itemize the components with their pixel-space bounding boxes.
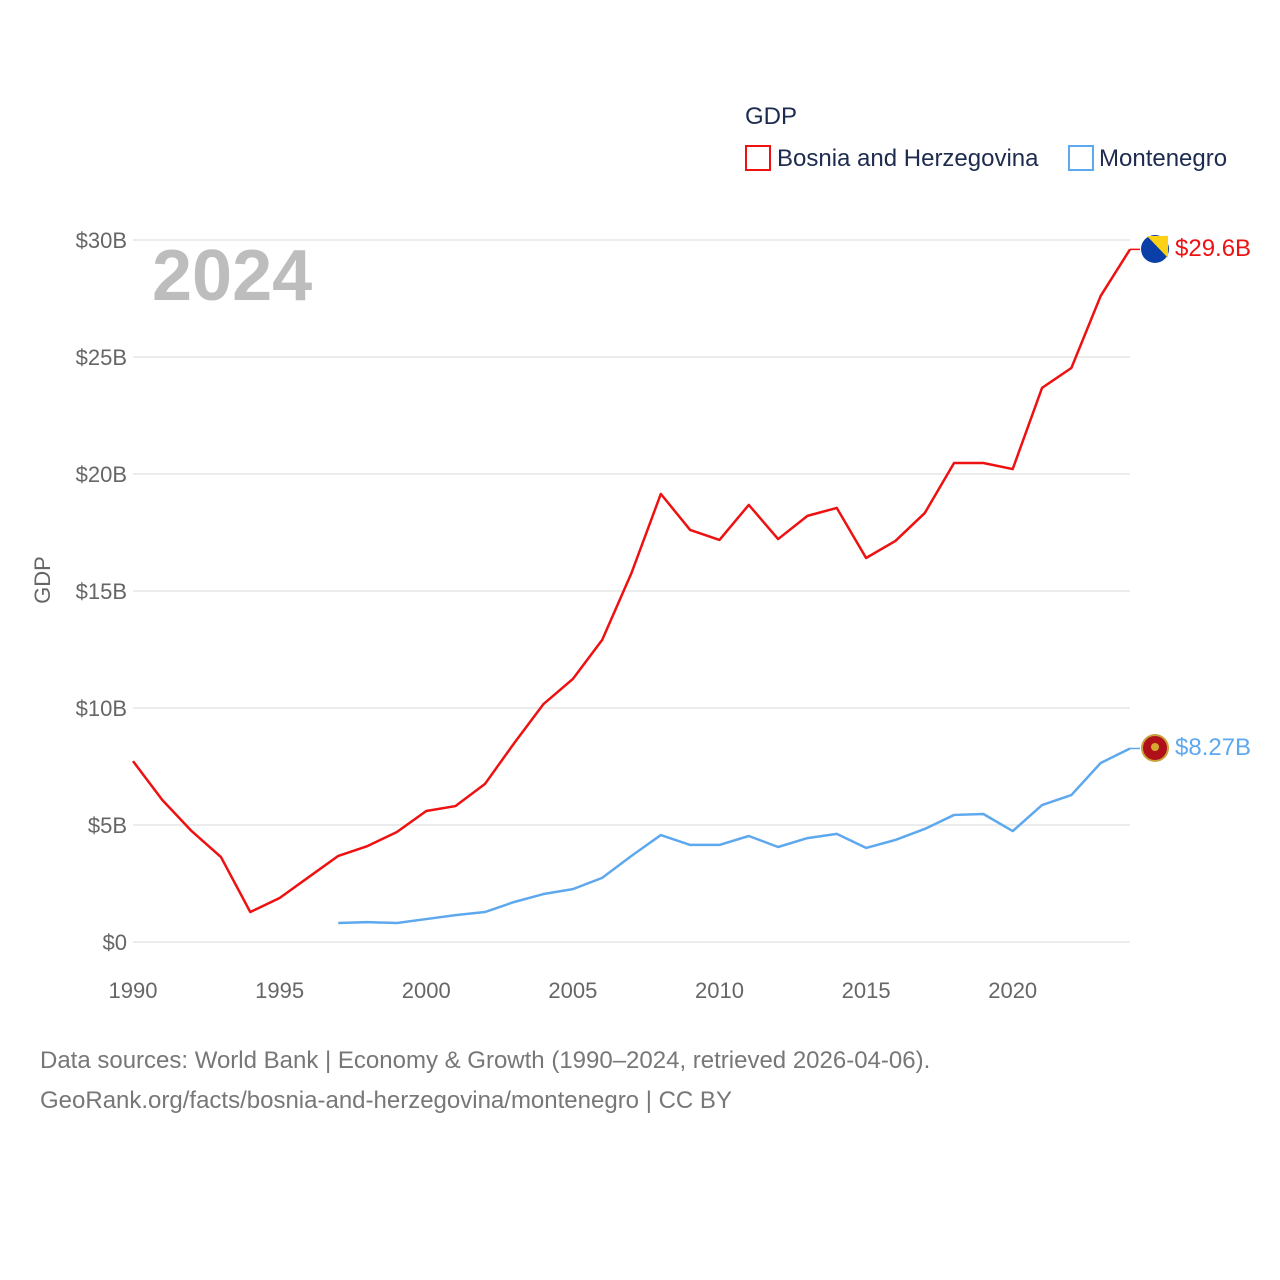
legend-label: Bosnia and Herzegovina bbox=[777, 145, 1039, 172]
source-line-2: GeoRank.org/facts/bosnia-and-herzegovina… bbox=[40, 1087, 732, 1114]
x-tick-label: 1995 bbox=[255, 978, 304, 1003]
bosnia-end-label: $29.6B bbox=[1175, 235, 1251, 262]
y-tick-label: $0 bbox=[103, 930, 127, 955]
legend-item-montenegro[interactable]: Montenegro bbox=[1068, 145, 1227, 172]
y-tick-label: $25B bbox=[76, 345, 127, 370]
x-tick-label: 2000 bbox=[402, 978, 451, 1003]
x-tick-label: 2020 bbox=[988, 978, 1037, 1003]
y-tick-label: $5B bbox=[88, 813, 127, 838]
series-line-bosnia bbox=[132, 248, 1132, 914]
legend-swatch bbox=[745, 145, 771, 171]
legend-label: Montenegro bbox=[1099, 145, 1227, 172]
y-tick-label: $20B bbox=[76, 462, 127, 487]
y-axis-label: GDP bbox=[30, 556, 55, 604]
x-tick-label: 2015 bbox=[842, 978, 891, 1003]
legend-swatch bbox=[1068, 145, 1094, 171]
montenegro-end-label: $8.27B bbox=[1175, 734, 1251, 761]
x-tick-label: 2010 bbox=[695, 978, 744, 1003]
montenegro-flag-icon bbox=[1141, 734, 1169, 762]
legend-title: GDP bbox=[745, 103, 797, 130]
y-tick-label: $15B bbox=[76, 579, 127, 604]
y-tick-label: $10B bbox=[76, 696, 127, 721]
x-tick-label: 1990 bbox=[109, 978, 158, 1003]
bosnia-flag-icon bbox=[1141, 235, 1169, 263]
legend-item-bosnia[interactable]: Bosnia and Herzegovina bbox=[745, 145, 1039, 172]
x-tick-label: 2005 bbox=[548, 978, 597, 1003]
series-line-montenegro bbox=[338, 747, 1131, 925]
y-tick-label: $30B bbox=[76, 228, 127, 253]
year-label: 2024 bbox=[152, 236, 312, 316]
source-line-1: Data sources: World Bank | Economy & Gro… bbox=[40, 1047, 930, 1074]
